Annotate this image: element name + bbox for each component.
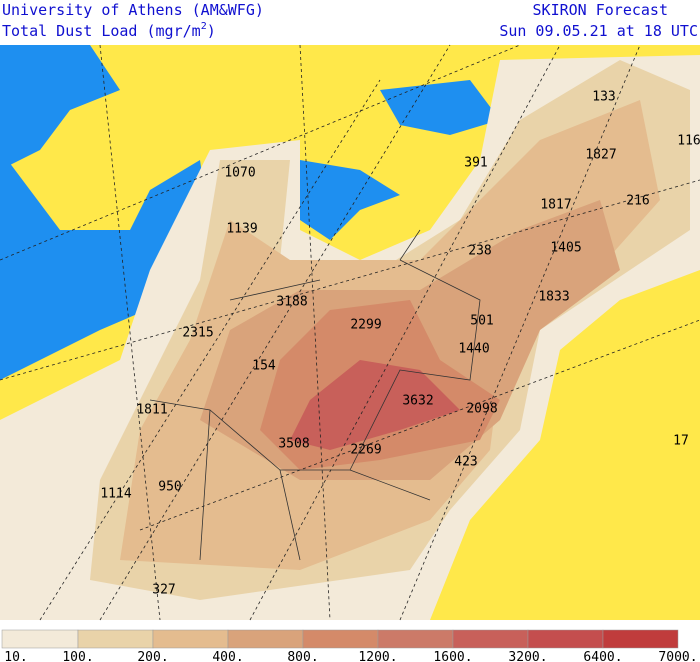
map-label: 154	[252, 359, 276, 374]
colorbar-label: 200.	[137, 650, 168, 662]
map-label: 238	[468, 244, 491, 259]
map-label: 2299	[350, 318, 381, 333]
map-label: 1139	[226, 222, 257, 237]
product-text: Total Dust Load (mgr/m	[2, 22, 201, 40]
map-label: 3188	[276, 295, 307, 310]
map-label: 1070	[224, 166, 255, 181]
product-title: Total Dust Load (mgr/m2)	[2, 21, 216, 40]
colorbar-swatch	[77, 629, 154, 649]
forecast-name: SKIRON Forecast	[533, 1, 668, 19]
colorbar-swatch	[527, 629, 604, 649]
colorbar-label: 10.	[4, 650, 27, 662]
map-label: 1817	[540, 198, 571, 213]
map-label: 391	[464, 156, 487, 171]
dust-1600	[290, 360, 460, 450]
map-label: 3632	[402, 394, 433, 409]
product-end: )	[207, 22, 216, 40]
map-label: 327	[152, 583, 175, 598]
borders	[149, 229, 481, 561]
colorbar-swatch	[302, 629, 379, 649]
colorbar-swatch	[1, 629, 79, 649]
colorbar: 10. 100. 200. 400. 800. 1200. 1600. 3200. 6400. 7…	[1, 629, 698, 662]
map-label: 116	[677, 134, 700, 149]
map-label: 17	[673, 434, 689, 449]
map-label: 133	[592, 90, 615, 105]
map-label: 423	[454, 455, 477, 470]
institution: University of Athens (AM&WFG)	[2, 1, 264, 19]
map-label: 1405	[550, 241, 581, 256]
colorbar-swatch	[227, 629, 304, 649]
europe-north	[150, 45, 340, 140]
colorbar-label: 1200.	[358, 650, 397, 662]
colorbar-label: 800.	[287, 650, 318, 662]
valid-time: Sun 09.05.21 at 18 UTC	[499, 22, 698, 40]
map-label: 1114	[100, 487, 131, 502]
map-labels: 133 116 1827 391 1817 216 1070 1139 1405 238 1833 3…	[100, 90, 700, 598]
map-label: 1827	[585, 148, 616, 163]
colorbar-swatch	[602, 629, 679, 649]
map-label: 2315	[182, 326, 213, 341]
inner-seas	[300, 80, 500, 240]
map-label: 3508	[278, 437, 309, 452]
colorbar-swatch	[452, 629, 529, 649]
product-sup: 2	[201, 21, 207, 32]
map-label: 501	[470, 314, 493, 329]
colorbar-label: 3200.	[508, 650, 547, 662]
map-label: 1440	[458, 342, 489, 357]
colorbar-label: 1600.	[433, 650, 472, 662]
colorbar-swatch	[152, 629, 229, 649]
map-label: 1833	[538, 290, 569, 305]
map-label: 2098	[466, 402, 497, 417]
map-label: 216	[626, 194, 649, 209]
colorbar-swatch	[377, 629, 454, 649]
atlantic	[0, 150, 210, 380]
grid	[0, 44, 700, 621]
colorbar-label: 6400.	[583, 650, 622, 662]
map-label: 950	[158, 480, 181, 495]
colorbar-label: 100.	[62, 650, 93, 662]
map	[0, 44, 700, 621]
map-label: 1811	[136, 403, 167, 418]
map-label: 2269	[350, 443, 381, 458]
colorbar-label: 7000.	[658, 650, 697, 662]
colorbar-label: 400.	[212, 650, 243, 662]
